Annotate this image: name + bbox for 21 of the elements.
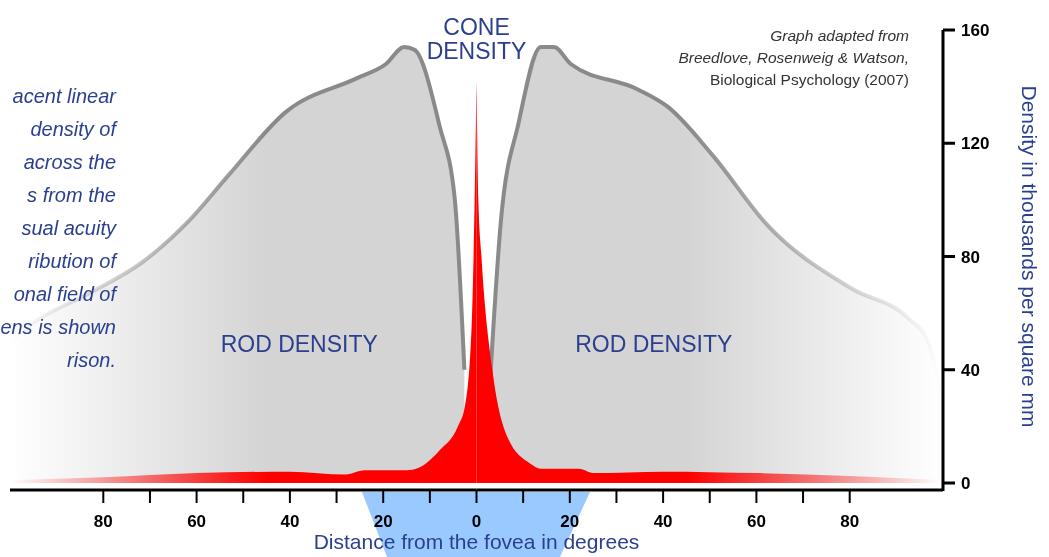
y-tick-label: 80 bbox=[961, 247, 980, 267]
x-tick-label: 40 bbox=[653, 512, 673, 531]
x-axis-title: Distance from the fovea in degrees bbox=[313, 530, 640, 553]
annotation: Graph adapted from Breedlove, Rosenweig & Watson, Biological Psychology (2007) bbox=[678, 27, 910, 88]
x-tick-label: 80 bbox=[93, 512, 113, 531]
series-label: CONE DENSITY bbox=[426, 13, 527, 64]
series-label: ROD DENSITY bbox=[220, 330, 378, 357]
series-label: ROD DENSITY bbox=[575, 330, 733, 357]
text: acent linear density of across the s from the sual acuity ribution of onal field of ens is shown rison. bbox=[0, 85, 116, 371]
y-axis-title: Density in thousands per square mm bbox=[1018, 85, 1041, 428]
y-tick-label: 40 bbox=[961, 360, 980, 380]
x-tick-label: 0 bbox=[471, 512, 482, 531]
x-tick-label: 20 bbox=[560, 512, 580, 531]
y-tick-label: 0 bbox=[961, 474, 971, 493]
x-tick-label: 60 bbox=[746, 512, 766, 531]
y-tick-label: 120 bbox=[961, 134, 990, 154]
x-tick-label: 60 bbox=[187, 512, 207, 531]
x-tick-label: 40 bbox=[280, 512, 300, 531]
x-tick-label: 20 bbox=[373, 512, 393, 531]
y-tick-label: 160 bbox=[961, 21, 990, 40]
x-tick-label: 80 bbox=[840, 512, 860, 531]
